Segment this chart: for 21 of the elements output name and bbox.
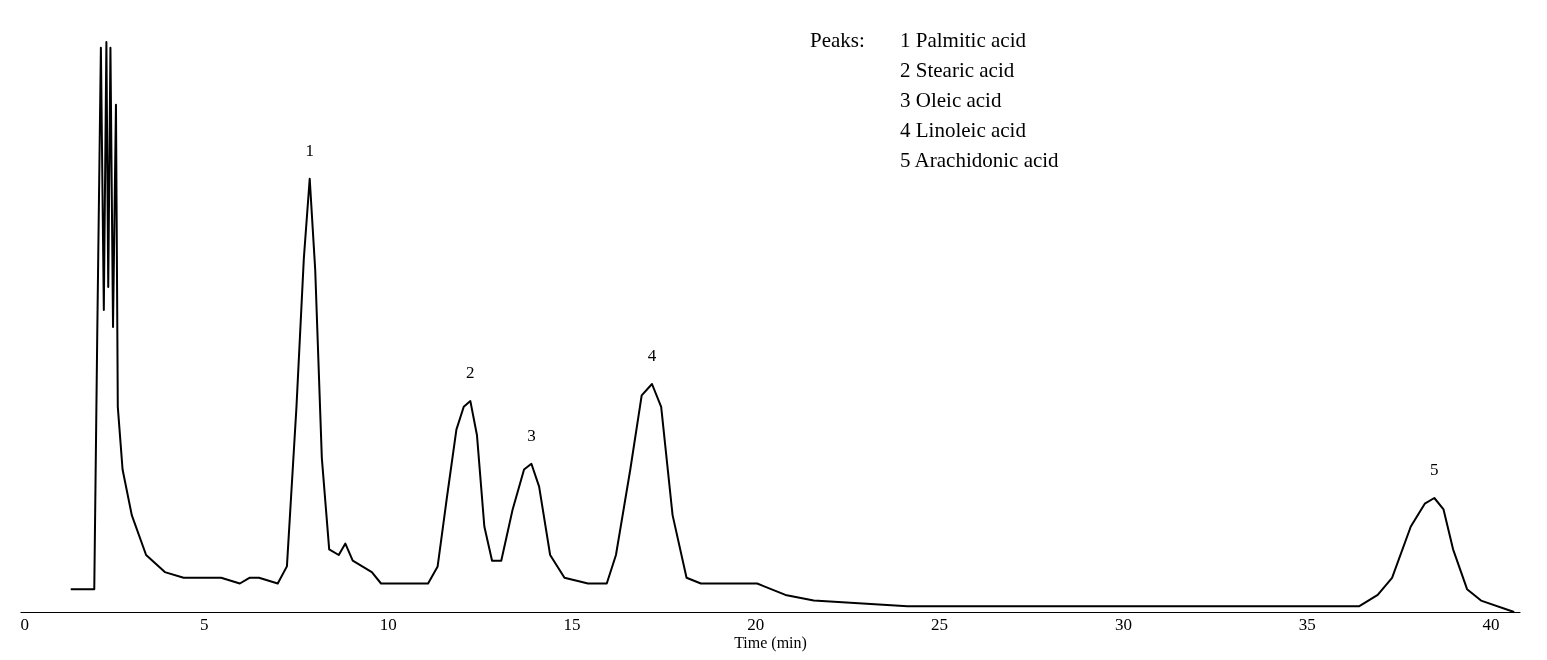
- annotation: 5 Arachidonic acid: [900, 148, 1060, 172]
- annotation: 4: [647, 346, 657, 365]
- annotation: 1 Palmitic acid: [900, 28, 1027, 52]
- x-tick-label: 35: [1298, 614, 1316, 634]
- x-tick-label: 30: [1114, 614, 1132, 634]
- x-tick-label: 25: [931, 614, 949, 634]
- annotation: 3: [527, 425, 536, 445]
- annotation: Peaks:: [810, 28, 865, 52]
- x-tick-label: 0: [20, 614, 29, 634]
- x-tick-label: 20: [747, 614, 765, 634]
- annotation: 2 Stearic acid: [900, 58, 1015, 82]
- annotation: 5: [1430, 460, 1439, 479]
- x-tick-label: 15: [563, 614, 581, 634]
- annotation: 3 Oleic acid: [900, 88, 1002, 112]
- x-axis-title: Time (min): [734, 633, 807, 652]
- annotation: 1: [305, 140, 314, 160]
- x-tick-label: 40: [1482, 614, 1500, 634]
- annotation: 4 Linoleic acid: [900, 118, 1027, 142]
- x-tick-label: 5: [200, 614, 209, 634]
- annotation: 2: [466, 363, 475, 383]
- x-tick-label: 10: [379, 614, 397, 634]
